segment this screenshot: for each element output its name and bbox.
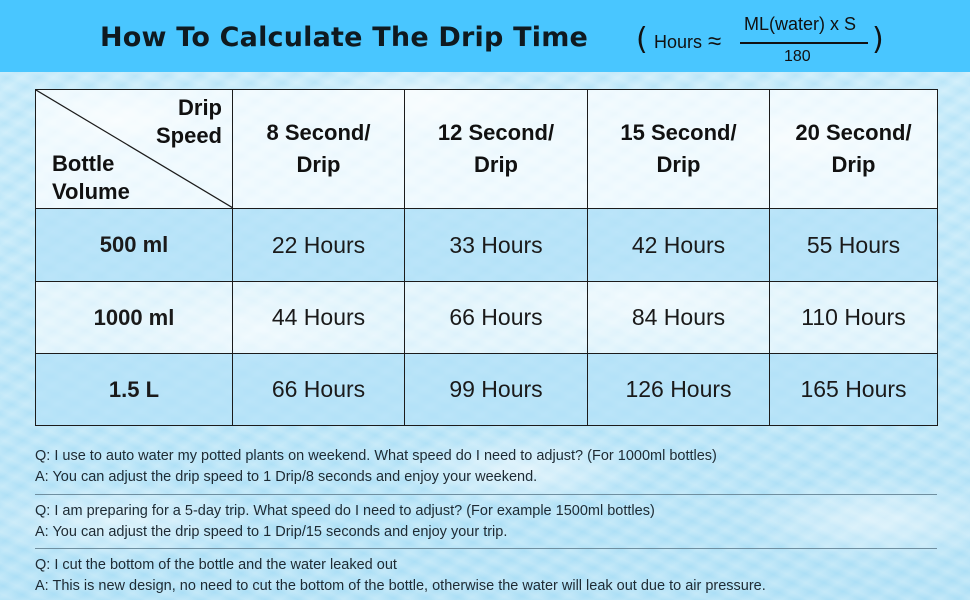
formula-approx-sign: ≈ xyxy=(708,28,722,55)
column-header-8s: 8 Second/ Drip xyxy=(232,89,405,209)
formula-denominator: 180 xyxy=(784,48,811,65)
faq-question: Q: I use to auto water my potted plants … xyxy=(35,448,717,464)
table-cell: 66 Hours xyxy=(232,353,405,426)
faq-item-leak: Q: I cut the bottom of the bottle and th… xyxy=(35,555,937,597)
column-header-15s: 15 Second/ Drip xyxy=(587,89,770,209)
table-cell: 165 Hours xyxy=(769,353,938,426)
table-cell: 44 Hours xyxy=(232,281,405,354)
table-cell: 55 Hours xyxy=(769,208,938,282)
table-row: 1.5 L 66 Hours 99 Hours 126 Hours 165 Ho… xyxy=(35,353,938,426)
column-header-20s: 20 Second/ Drip xyxy=(769,89,938,209)
table-cell: 99 Hours xyxy=(404,353,588,426)
faq-answer: A: You can adjust the drip speed to 1 Dr… xyxy=(35,469,538,485)
table-cell: 33 Hours xyxy=(404,208,588,282)
title-banner: How To Calculate The Drip Time ( Hours ≈… xyxy=(0,0,970,72)
column-header-12s: 12 Second/ Drip xyxy=(404,89,588,209)
formula-hours: Hours xyxy=(654,32,703,52)
drip-time-table: Drip Speed Bottle Volume 8 Second/ Drip … xyxy=(35,89,938,426)
formula-numerator: ML(water) x S xyxy=(744,14,857,34)
formula-fraction-bar xyxy=(740,42,868,44)
faq-answer: A: You can adjust the drip speed to 1 Dr… xyxy=(35,524,508,540)
table-cell: 42 Hours xyxy=(587,208,770,282)
table-row: 500 ml 22 Hours 33 Hours 42 Hours 55 Hou… xyxy=(35,208,938,282)
faq-question: Q: I am preparing for a 5-day trip. What… xyxy=(35,503,655,519)
faq-divider xyxy=(35,548,937,549)
formula-close-paren: ) xyxy=(872,22,884,57)
table-cell: 22 Hours xyxy=(232,208,405,282)
table-cell: 66 Hours xyxy=(404,281,588,354)
table-header-row: Drip Speed Bottle Volume 8 Second/ Drip … xyxy=(35,89,938,209)
table-cell: 126 Hours xyxy=(587,353,770,426)
table-cell: 110 Hours xyxy=(769,281,938,354)
row-volume-label: 500 ml xyxy=(35,208,233,282)
row-volume-label: 1.5 L xyxy=(35,353,233,426)
formula-open-paren: ( xyxy=(636,22,648,57)
row-volume-label: 1000 ml xyxy=(35,281,233,354)
corner-diagonal-line xyxy=(36,90,233,208)
drip-time-formula: ( Hours ≈ ML(water) x S 180 ) xyxy=(636,8,936,68)
corner-header-cell: Drip Speed Bottle Volume xyxy=(35,89,233,209)
faq-divider xyxy=(35,494,937,495)
bottle-volume-label: Bottle Volume xyxy=(52,151,130,204)
faq-item-trip: Q: I am preparing for a 5-day trip. What… xyxy=(35,501,937,543)
page-title: How To Calculate The Drip Time xyxy=(100,22,589,53)
drip-speed-label: Drip Speed xyxy=(155,95,222,148)
faq-answer: A: This is new design, no need to cut th… xyxy=(35,578,766,594)
faq-item-weekend: Q: I use to auto water my potted plants … xyxy=(35,446,937,488)
table-cell: 84 Hours xyxy=(587,281,770,354)
table-row: 1000 ml 44 Hours 66 Hours 84 Hours 110 H… xyxy=(35,281,938,354)
faq-question: Q: I cut the bottom of the bottle and th… xyxy=(35,557,397,573)
